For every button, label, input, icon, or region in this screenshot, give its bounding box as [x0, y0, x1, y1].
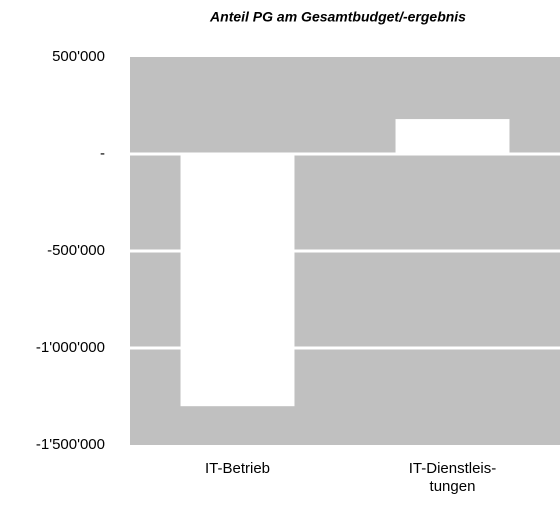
- y-tick-label: -500'000: [47, 242, 105, 259]
- y-tick-label: -1'000'000: [36, 339, 105, 356]
- bar: [395, 119, 510, 154]
- bar: [180, 154, 295, 407]
- y-tick-label: -: [100, 145, 105, 162]
- y-tick-label: 500'000: [52, 48, 105, 65]
- chart-title: Anteil PG am Gesamtbudget/-ergebnis: [209, 9, 466, 25]
- x-tick-label: IT-Dienstleis- tungen: [408, 460, 497, 495]
- y-tick-label: -1'500'000: [36, 436, 105, 453]
- x-tick-label: IT-Betrieb: [204, 460, 271, 477]
